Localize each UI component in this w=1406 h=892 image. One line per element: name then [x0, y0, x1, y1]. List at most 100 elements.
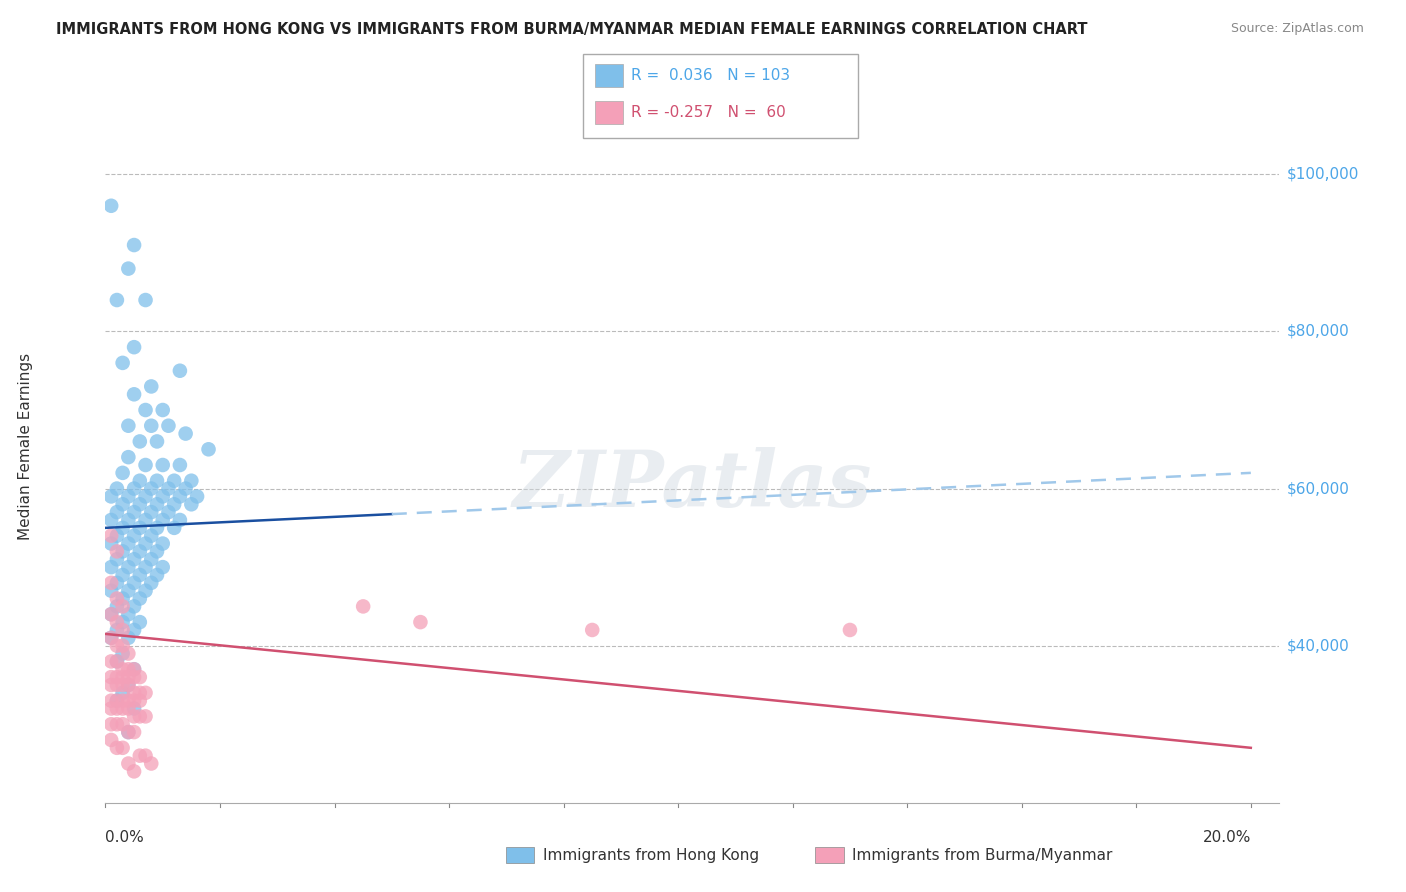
Point	[135, 560, 157, 574]
Point	[135, 403, 157, 417]
Point	[409, 615, 432, 629]
Point	[100, 575, 122, 590]
Text: R =  0.036   N = 103: R = 0.036 N = 103	[631, 69, 790, 83]
Point	[141, 756, 163, 771]
Point	[100, 536, 122, 550]
Point	[111, 497, 134, 511]
Point	[122, 552, 145, 566]
Point	[117, 536, 139, 550]
Point	[141, 482, 163, 496]
Point	[111, 639, 134, 653]
Point	[100, 199, 122, 213]
Point	[180, 474, 202, 488]
Point	[105, 740, 128, 755]
Point	[169, 364, 191, 378]
Point	[105, 599, 128, 614]
Point	[117, 701, 139, 715]
Point	[105, 694, 128, 708]
Point	[128, 434, 150, 449]
Point	[122, 575, 145, 590]
Point	[105, 654, 128, 668]
Point	[146, 521, 169, 535]
Point	[105, 678, 128, 692]
Point	[117, 418, 139, 433]
Point	[146, 497, 169, 511]
Text: Immigrants from Burma/Myanmar: Immigrants from Burma/Myanmar	[852, 848, 1112, 863]
Point	[117, 261, 139, 276]
Point	[111, 356, 134, 370]
Point	[135, 293, 157, 307]
Point	[105, 529, 128, 543]
Point	[157, 418, 180, 433]
Point	[135, 458, 157, 472]
Text: $100,000: $100,000	[1286, 167, 1358, 182]
Point	[157, 505, 180, 519]
Point	[100, 694, 122, 708]
Point	[117, 560, 139, 574]
Point	[111, 717, 134, 731]
Point	[117, 725, 139, 739]
Point	[111, 701, 134, 715]
Point	[105, 552, 128, 566]
Point	[163, 497, 186, 511]
Point	[128, 686, 150, 700]
Point	[100, 529, 122, 543]
Point	[111, 544, 134, 558]
Point	[105, 670, 128, 684]
Point	[100, 701, 122, 715]
Text: 20.0%: 20.0%	[1202, 830, 1251, 846]
Text: Median Female Earnings: Median Female Earnings	[18, 352, 32, 540]
Point	[352, 599, 374, 614]
Point	[105, 615, 128, 629]
Point	[152, 458, 174, 472]
Point	[163, 474, 186, 488]
Point	[117, 490, 139, 504]
Point	[135, 513, 157, 527]
Point	[122, 529, 145, 543]
Point	[111, 623, 134, 637]
Text: $80,000: $80,000	[1286, 324, 1350, 339]
Point	[152, 490, 174, 504]
Point	[122, 694, 145, 708]
Point	[135, 709, 157, 723]
Point	[105, 654, 128, 668]
Point	[105, 544, 128, 558]
Point	[100, 678, 122, 692]
Point	[122, 709, 145, 723]
Point	[105, 623, 128, 637]
Point	[146, 544, 169, 558]
Point	[186, 490, 208, 504]
Point	[197, 442, 219, 457]
Point	[100, 607, 122, 622]
Point	[146, 568, 169, 582]
Point	[122, 662, 145, 676]
Point	[111, 615, 134, 629]
Point	[100, 670, 122, 684]
Point	[122, 686, 145, 700]
Point	[117, 583, 139, 598]
Point	[128, 521, 150, 535]
Point	[111, 466, 134, 480]
Point	[100, 631, 122, 645]
Point	[111, 678, 134, 692]
Point	[100, 631, 122, 645]
Point	[128, 591, 150, 606]
Point	[174, 482, 197, 496]
Point	[152, 513, 174, 527]
Point	[169, 490, 191, 504]
Point	[122, 725, 145, 739]
Point	[839, 623, 862, 637]
Point	[128, 497, 150, 511]
Point	[128, 568, 150, 582]
Point	[105, 482, 128, 496]
Point	[100, 490, 122, 504]
Point	[111, 568, 134, 582]
Point	[135, 748, 157, 763]
Point	[117, 513, 139, 527]
Point	[117, 694, 139, 708]
Point	[128, 474, 150, 488]
Point	[105, 701, 128, 715]
Point	[100, 717, 122, 731]
Text: ZIPatlas: ZIPatlas	[513, 447, 872, 523]
Point	[111, 647, 134, 661]
